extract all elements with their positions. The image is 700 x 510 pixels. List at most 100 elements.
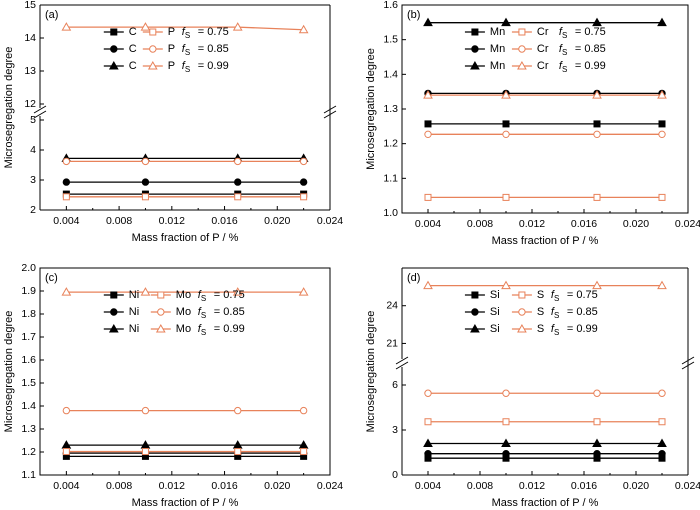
y-tick-label: 5 — [30, 114, 36, 126]
data-point — [658, 450, 666, 458]
series-line-path — [66, 26, 304, 31]
legend-marker — [518, 308, 526, 316]
series-line — [424, 120, 666, 128]
legend-label: Mn — [490, 60, 505, 72]
y-tick-label: 14 — [24, 32, 36, 44]
data-point — [658, 418, 666, 426]
x-tick-label: 0.024 — [317, 215, 343, 227]
x-tick-label: 0.012 — [519, 480, 545, 492]
legend-fs-symbol: fS — [198, 289, 206, 303]
legend-marker — [157, 291, 165, 299]
plot-frame — [39, 267, 331, 476]
x-axis-label: Mass fraction of P / % — [132, 232, 239, 244]
x-tick-label: 0.020 — [264, 215, 290, 227]
series-line — [424, 418, 666, 426]
series-line — [424, 450, 666, 458]
x-tick-label: 0.012 — [159, 480, 185, 492]
data-point — [502, 389, 510, 397]
x-axis-label: Mass fraction of P / % — [132, 497, 239, 509]
x-tick-label: 0.004 — [53, 480, 79, 492]
data-point — [62, 157, 71, 166]
legend-fs-value: = 0.85 — [575, 43, 606, 55]
x-axis-label: Mass fraction of P / % — [492, 497, 599, 509]
y-tick-label: 3 — [30, 174, 36, 186]
legend-fs-value: = 0.75 — [575, 26, 606, 38]
y-axis-label: Microsegregation degree — [3, 47, 15, 169]
axis-break-mark — [681, 361, 695, 370]
x-tick-label: 0.008 — [106, 215, 132, 227]
data-point — [141, 178, 150, 186]
series-line — [423, 280, 667, 290]
series-line — [62, 406, 308, 415]
series-line — [424, 389, 666, 397]
y-tick-label: 15 — [24, 0, 36, 11]
y-tick-label: 2 — [30, 204, 36, 216]
y-tick-label: 1.2 — [21, 446, 36, 458]
y-tick-label: 1.3 — [21, 423, 36, 435]
panel-label: (a) — [45, 9, 58, 21]
x-tick-label: 0.008 — [106, 480, 132, 492]
data-point — [424, 450, 432, 458]
legend-label: Mo — [176, 323, 191, 335]
legend-marker — [110, 28, 118, 36]
data-point — [62, 193, 70, 201]
data-point — [299, 406, 308, 415]
x-tick-label: 0.012 — [519, 218, 545, 230]
legend-fs-value: = 0.99 — [567, 323, 598, 335]
y-tick-label: 6 — [392, 379, 398, 391]
legend-fs-value: = 0.99 — [575, 60, 606, 72]
data-point — [62, 178, 71, 186]
legend-marker — [471, 291, 479, 299]
x-tick-label: 0.020 — [623, 480, 649, 492]
y-tick-label: 1.0 — [383, 207, 398, 219]
x-tick-label: 0.024 — [675, 218, 700, 230]
legend-fs-value: = 0.75 — [567, 289, 598, 301]
legend-label: Mn — [490, 26, 505, 38]
axis-break-mark — [681, 356, 695, 365]
data-point — [502, 193, 510, 201]
panel-label: (d) — [407, 272, 420, 284]
data-point — [234, 448, 242, 456]
data-point — [657, 280, 667, 290]
y-tick-label: 3 — [392, 424, 398, 436]
x-tick-label: 0.016 — [571, 480, 597, 492]
legend-label: S — [537, 323, 544, 335]
legend-label: Cr — [537, 43, 549, 55]
y-axis-label: Microsegregation degree — [365, 48, 377, 170]
data-point — [502, 418, 510, 426]
legend-label: Si — [490, 289, 500, 301]
data-point — [501, 90, 511, 99]
legend-fs-symbol: fS — [182, 26, 190, 40]
legend-marker — [470, 323, 480, 333]
y-tick-label: 1.9 — [21, 285, 36, 297]
series-line — [62, 157, 308, 166]
data-point — [423, 90, 433, 99]
legend-marker — [518, 45, 526, 53]
data-point — [424, 389, 432, 397]
series-line — [62, 178, 308, 186]
data-point — [232, 22, 243, 31]
legend-marker — [471, 28, 479, 36]
data-point — [502, 120, 510, 128]
data-point — [424, 130, 432, 139]
y-tick-label: 12 — [24, 98, 36, 110]
y-tick-label: 1.5 — [21, 377, 36, 389]
legend-label: S — [537, 289, 544, 301]
data-point — [424, 120, 432, 128]
legend-label: Ni — [129, 306, 139, 318]
legend-fs-symbol: fS — [182, 43, 190, 57]
data-point — [62, 448, 70, 456]
legend-marker — [110, 308, 118, 316]
data-point — [141, 406, 150, 415]
legend-marker — [155, 323, 166, 333]
series-line — [62, 448, 308, 456]
data-point — [592, 17, 602, 27]
series-line — [423, 17, 667, 27]
series-line — [424, 130, 666, 139]
legend-fs-value: = 0.75 — [214, 289, 245, 301]
legend-fs-value: = 0.99 — [198, 60, 229, 72]
y-tick-label: 1.6 — [383, 0, 398, 11]
data-point — [234, 193, 242, 201]
data-point — [234, 157, 242, 166]
